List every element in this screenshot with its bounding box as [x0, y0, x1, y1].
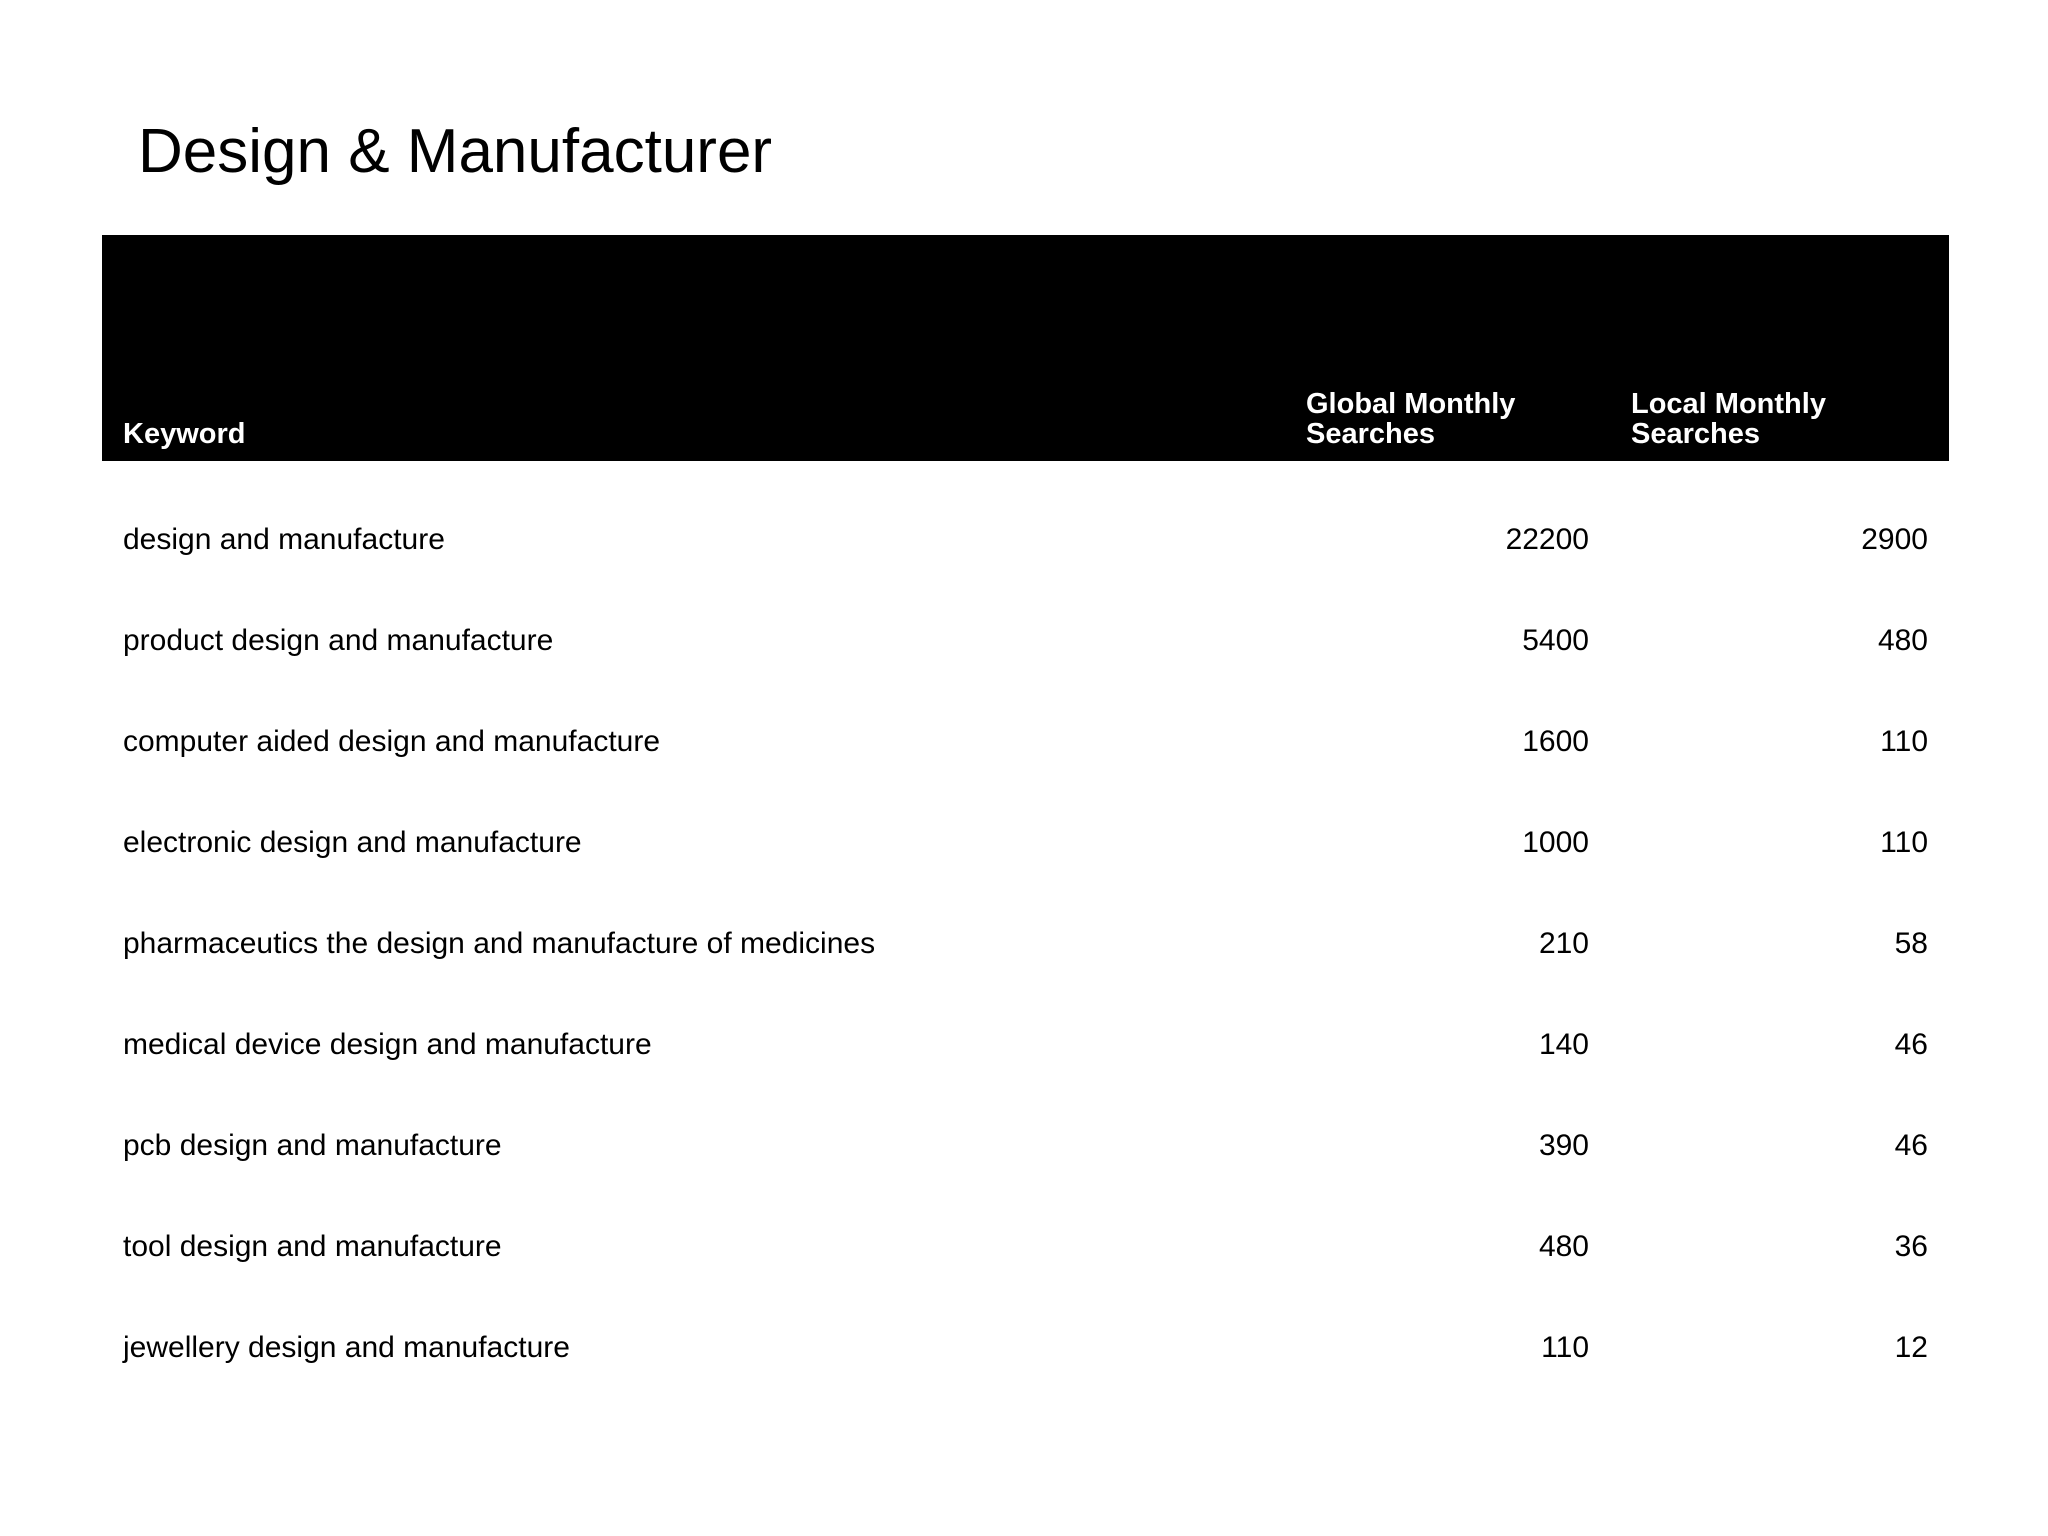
- cell-keyword: medical device design and manufacture: [123, 1030, 652, 1061]
- column-header-keyword: Keyword: [123, 418, 246, 450]
- cell-global-monthly-searches: 5400: [1522, 626, 1589, 657]
- table-row: product design and manufacture 5400 480: [102, 562, 1949, 663]
- column-header-global-monthly-searches: Global Monthly Searches: [1306, 388, 1516, 450]
- table-row: medical device design and manufacture 14…: [102, 966, 1949, 1067]
- cell-keyword: jewellery design and manufacture: [123, 1333, 570, 1364]
- table-row: design and manufacture 22200 2900: [102, 461, 1949, 562]
- cell-global-monthly-searches: 110: [1541, 1333, 1589, 1364]
- cell-global-monthly-searches: 22200: [1505, 525, 1589, 556]
- cell-global-monthly-searches: 390: [1538, 1131, 1589, 1162]
- cell-local-monthly-searches: 480: [1877, 626, 1928, 657]
- cell-local-monthly-searches: 36: [1894, 1232, 1928, 1263]
- cell-local-monthly-searches: 46: [1894, 1131, 1928, 1162]
- table-row: pharmaceutics the design and manufacture…: [102, 865, 1949, 966]
- cell-keyword: design and manufacture: [123, 525, 445, 556]
- column-header-local-monthly-searches: Local Monthly Searches: [1631, 388, 1826, 450]
- table-row: jewellery design and manufacture 110 12: [102, 1269, 1949, 1370]
- cell-keyword: electronic design and manufacture: [123, 828, 582, 859]
- cell-keyword: pcb design and manufacture: [123, 1131, 502, 1162]
- cell-keyword: pharmaceutics the design and manufacture…: [123, 929, 876, 960]
- table-header-row: Keyword Global Monthly Searches Local Mo…: [102, 235, 1949, 461]
- cell-local-monthly-searches: 12: [1894, 1333, 1928, 1364]
- cell-local-monthly-searches: 110: [1880, 828, 1928, 859]
- cell-local-monthly-searches: 58: [1894, 929, 1928, 960]
- cell-keyword: tool design and manufacture: [123, 1232, 502, 1263]
- cell-global-monthly-searches: 1600: [1522, 727, 1589, 758]
- keyword-search-table: Keyword Global Monthly Searches Local Mo…: [102, 235, 1949, 1370]
- cell-local-monthly-searches: 46: [1894, 1030, 1928, 1061]
- page-title: Design & Manufacturer: [138, 117, 773, 186]
- cell-global-monthly-searches: 210: [1538, 929, 1589, 960]
- cell-keyword: computer aided design and manufacture: [123, 727, 661, 758]
- table-row: electronic design and manufacture 1000 1…: [102, 764, 1949, 865]
- table-row: tool design and manufacture 480 36: [102, 1168, 1949, 1269]
- cell-global-monthly-searches: 1000: [1522, 828, 1589, 859]
- cell-global-monthly-searches: 140: [1538, 1030, 1589, 1061]
- table-row: pcb design and manufacture 390 46: [102, 1067, 1949, 1168]
- cell-keyword: product design and manufacture: [123, 626, 554, 657]
- cell-local-monthly-searches: 110: [1880, 727, 1928, 758]
- cell-global-monthly-searches: 480: [1538, 1232, 1589, 1263]
- table-row: computer aided design and manufacture 16…: [102, 663, 1949, 764]
- cell-local-monthly-searches: 2900: [1861, 525, 1928, 556]
